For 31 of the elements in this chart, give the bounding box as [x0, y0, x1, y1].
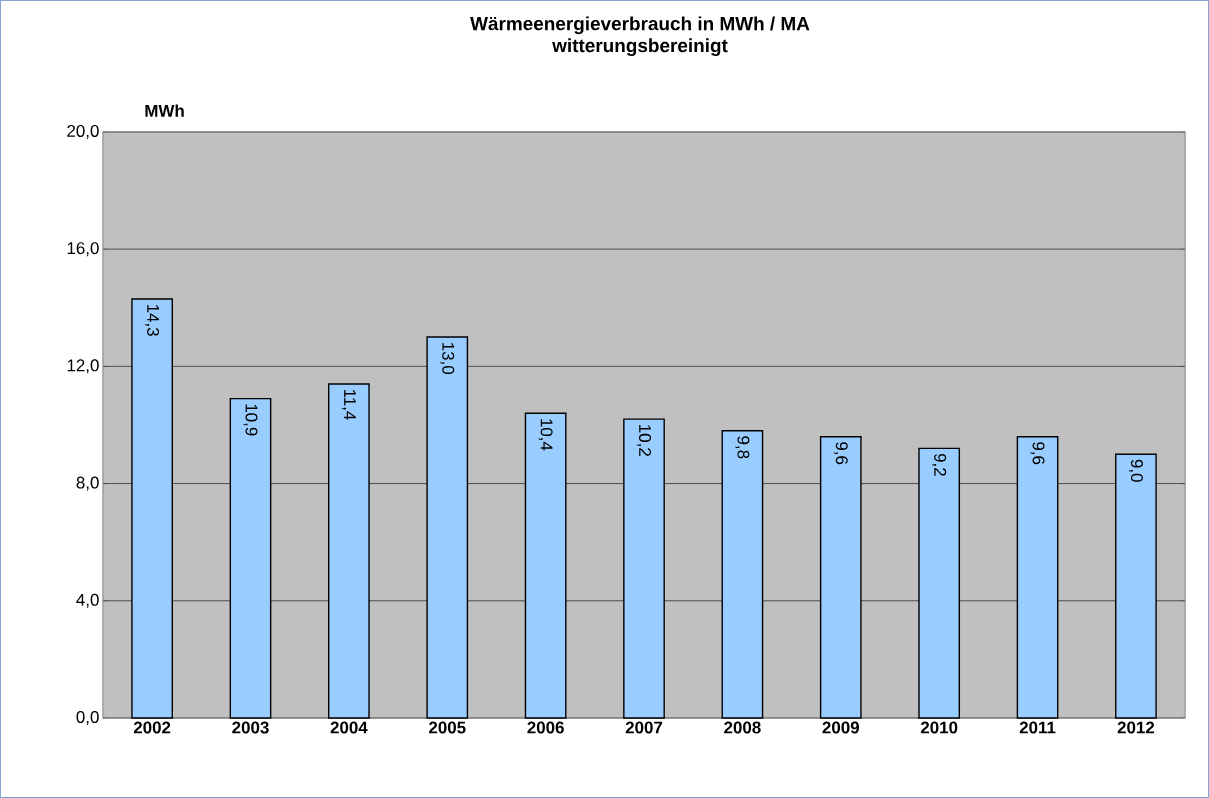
data-label: 10,2: [637, 425, 652, 456]
x-tick-label: 2009: [822, 721, 859, 734]
y-axis-title: MWh: [145, 104, 184, 117]
data-label: 9,2: [932, 453, 947, 476]
x-tick-label: 2006: [527, 721, 564, 734]
x-tick-label: 2003: [232, 721, 269, 734]
x-tick-label: 2011: [1019, 721, 1056, 734]
x-tick-label: 2008: [724, 721, 761, 734]
data-label: 9,8: [735, 436, 750, 459]
y-tick-label: 20,0: [67, 124, 99, 139]
data-label: 13,0: [440, 343, 455, 375]
data-label: 11,4: [341, 389, 356, 420]
data-label: 10,9: [243, 404, 258, 436]
x-tick-label: 2010: [920, 721, 958, 734]
y-tick-label: 4,0: [76, 593, 99, 608]
y-tick-label: 8,0: [76, 476, 99, 491]
x-tick-label: 2005: [429, 721, 466, 734]
data-label: 14,3: [145, 304, 160, 336]
data-label: 9,6: [833, 442, 848, 465]
x-tick-label: 2012: [1117, 721, 1155, 734]
y-tick-label: 0,0: [76, 711, 99, 726]
chart-title: Wärmeenergieverbrauch in MWh / MA: [470, 16, 810, 35]
x-tick-label: 2004: [330, 721, 368, 734]
data-label: 10,4: [538, 419, 553, 451]
y-tick-label: 16,0: [67, 242, 99, 257]
x-tick-label: 2002: [133, 721, 171, 734]
data-label: 9,0: [1128, 459, 1143, 482]
x-tick-label: 2007: [625, 721, 663, 734]
chart-subtitle: witterungsbereinigt: [552, 38, 728, 57]
y-tick-label: 12,0: [67, 359, 99, 374]
data-label: 9,6: [1030, 442, 1045, 465]
